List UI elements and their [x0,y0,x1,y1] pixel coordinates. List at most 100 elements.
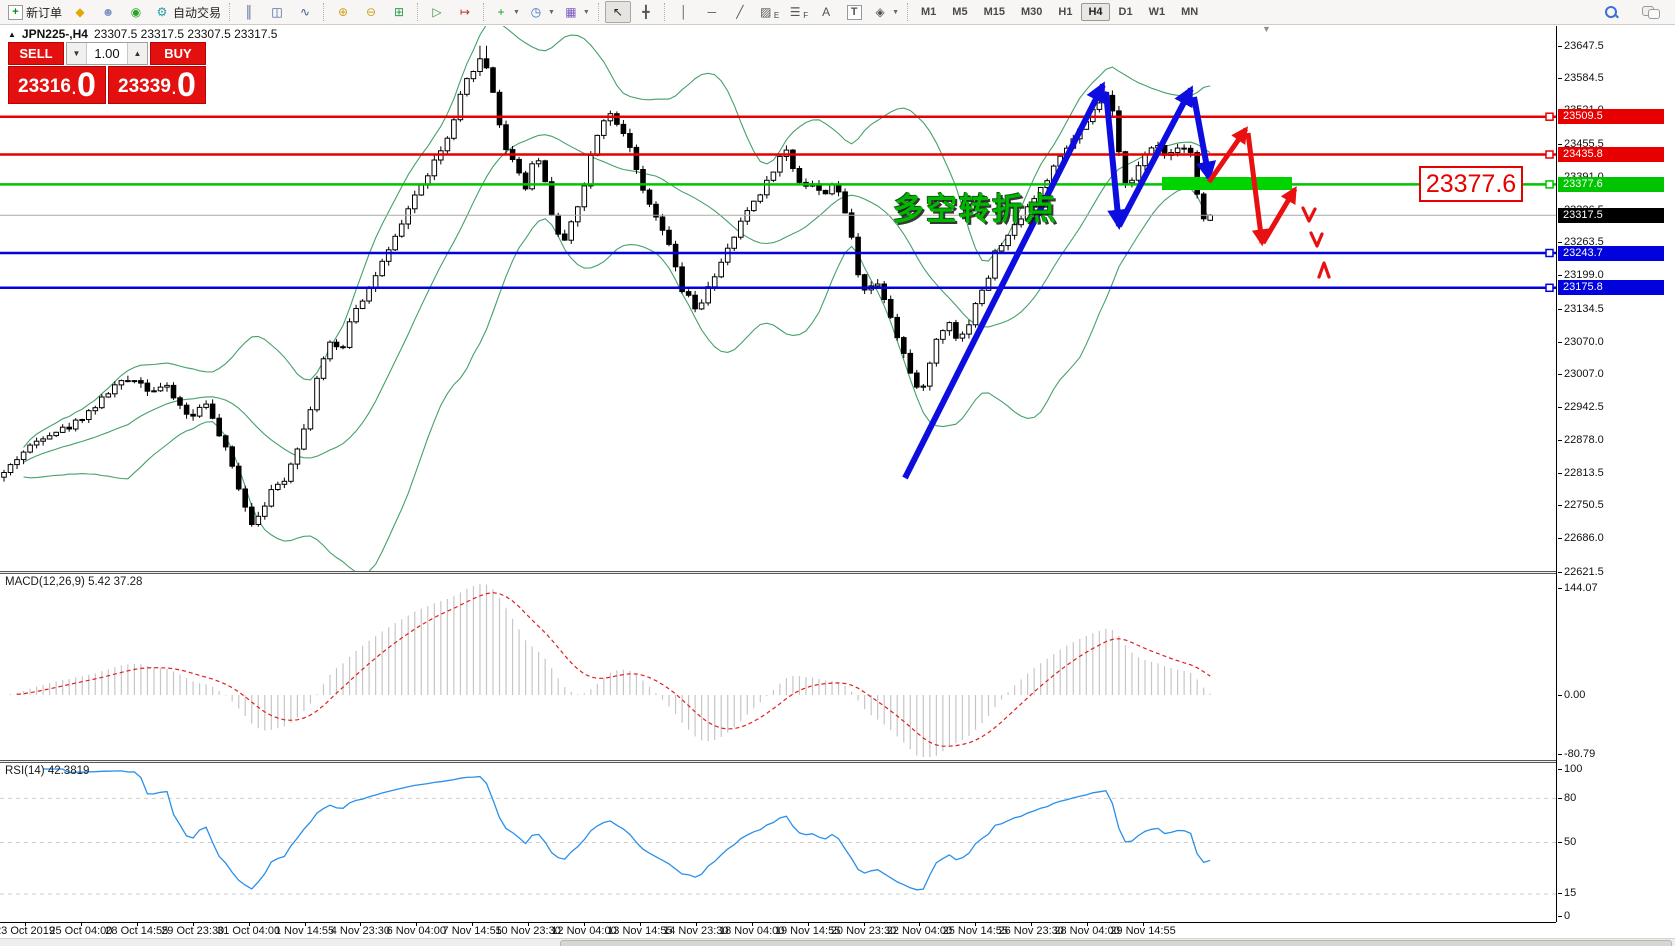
timeframe-d1-button[interactable]: D1 [1118,6,1133,18]
candle-body [242,488,248,508]
toolbar-separator [323,3,325,21]
trendline-button[interactable]: ╱ [727,1,753,23]
timeframe-h4-button[interactable]: H4 [1081,3,1110,21]
macd-pane[interactable] [0,574,1556,760]
crosshair-button[interactable]: ╋ [633,1,659,23]
text-label-button[interactable]: T [841,1,867,23]
timeframe-w1-button[interactable]: W1 [1148,6,1166,18]
volume-input[interactable]: 1.00 [86,43,128,64]
market-watch-button[interactable]: ☻ [95,1,121,23]
timeframe-h1-button[interactable]: H1 [1058,6,1073,18]
new-order-icon: + [8,4,23,20]
templates-caret-icon[interactable]: ▼ [582,8,590,16]
scrollbar-thumb[interactable] [560,940,1672,946]
timeframe-mn-button[interactable]: MN [1181,6,1199,18]
candle-body [757,194,764,202]
auto-trading-button[interactable]: ⚙ 自动交易 [151,1,224,23]
volume-increase-button[interactable]: ▲ [128,43,147,64]
zoom-in-icon: ⊕ [338,5,349,19]
rsi-pane[interactable] [0,763,1556,922]
one-click-trading-panel: SELL ▼ 1.00 ▲ BUY 23316. 0 23339. 0 [8,42,206,104]
auto-scroll-button[interactable]: ↦ [452,1,478,23]
candle-body [548,181,555,216]
timeframe-m1-button[interactable]: M1 [921,6,937,18]
periods-button[interactable]: ◷ ▼ [525,1,558,23]
buy-button[interactable]: BUY [150,42,206,65]
scroll-position-marker: ▼ [1262,24,1271,34]
price-tick-label: 23647.5 [1558,39,1604,52]
price-callout-box[interactable]: 23377.6 [1419,166,1523,202]
price-tick-label: 22878.0 [1558,434,1604,446]
pane-divider[interactable] [0,760,1675,763]
macd-tick-label: -80.79 [1557,748,1596,761]
tile-windows-button[interactable]: ⊞ [386,1,412,23]
candle-body [901,337,907,354]
search-button[interactable] [1598,1,1624,23]
date-tick-label: 28 Oct 14:55 [92,922,182,937]
bollinger-band [23,134,1211,463]
buy-price[interactable]: 23339. 0 [108,66,206,104]
price-pane[interactable] [0,26,1556,571]
arrows-button[interactable]: ◈ ▼ [869,1,902,23]
candle-body [914,372,920,388]
candle-body [125,380,131,383]
timeframe-m15-button[interactable]: M15 [983,6,1005,18]
bar-chart-button[interactable]: ║ [236,1,262,23]
vertical-line-button[interactable]: │ [671,1,697,23]
equidistant-channel-button[interactable]: ▨ E [755,1,782,23]
fibonacci-button[interactable]: ☰ F [784,1,811,23]
timeframe-m5-button[interactable]: M5 [952,6,968,18]
candle-body [53,431,60,437]
price-axis[interactable]: 23647.523584.523521.023455.523391.023326… [1556,26,1675,922]
indicators-button[interactable]: + ▼ [490,1,523,23]
blue-trend-arrow[interactable] [1116,85,1194,228]
blue-trend-arrow[interactable] [1103,91,1128,231]
sell-price[interactable]: 23316. 0 [8,66,106,104]
candle-body [372,275,379,288]
candle-body [1174,147,1181,154]
price-tick-label: 23070.0 [1558,335,1604,348]
candle-body [861,274,868,291]
red-trend-arrow[interactable] [1260,186,1298,245]
shift-chart-button[interactable]: ▷ [424,1,450,23]
arrows-caret-icon[interactable]: ▼ [892,8,900,16]
candle-body [614,113,620,125]
volume-decrease-button[interactable]: ▼ [67,43,86,64]
candle-body [959,333,966,339]
blue-trend-arrow[interactable] [1191,96,1217,183]
candle-body [718,261,725,278]
text-button[interactable]: A [813,1,839,23]
time-axis[interactable]: 23 Oct 2019 25 Oct 04:00 28 Oct 14:55 29 Oc… [0,922,1675,938]
turning-point-annotation[interactable]: 多空转折点 [893,192,1058,227]
green-highlight-bar[interactable] [1162,177,1292,190]
indicators-caret-icon[interactable]: ▼ [513,8,520,16]
periods-caret-icon[interactable]: ▼ [547,8,555,16]
line-anchor-marker [1545,150,1554,159]
candle-body [1148,147,1155,155]
templates-button[interactable]: ▦ ▼ [560,1,593,23]
symbol-collapse-icon[interactable]: ▲ [8,29,16,39]
date-tick-label: 29 Nov 14:55 [1098,922,1188,937]
blue-trend-arrow[interactable] [902,81,1106,480]
chart-profiles-button[interactable]: ◆ [67,1,93,23]
candle-body [685,291,692,296]
signals-button[interactable]: ◉ [123,1,149,23]
pane-divider[interactable] [0,571,1675,574]
price-tick-label: 22750.5 [1558,499,1604,512]
sell-button[interactable]: SELL [8,42,64,65]
red-trend-arrow[interactable] [1245,132,1269,247]
red-trend-arrow[interactable] [1206,126,1249,184]
horizontal-line-button[interactable]: ─ [699,1,725,23]
new-order-button[interactable]: + 新订单 [5,1,65,23]
zoom-out-button[interactable]: ⊖ [358,1,384,23]
candle-body [66,426,73,430]
cursor-button[interactable]: ↖ [604,1,631,23]
zoom-in-button[interactable]: ⊕ [330,1,356,23]
chart-window[interactable]: ▲ JPN225-,H4 23307.5 23317.5 23307.5 233… [0,24,1675,946]
chat-button[interactable] [1638,1,1664,23]
horizontal-scrollbar[interactable] [0,938,1675,946]
candle-chart-button[interactable]: ◫ [264,1,290,23]
timeframe-m30-button[interactable]: M30 [1020,6,1043,18]
line-chart-button[interactable]: ∿ [292,1,318,23]
candle-chart-icon: ◫ [271,5,283,19]
